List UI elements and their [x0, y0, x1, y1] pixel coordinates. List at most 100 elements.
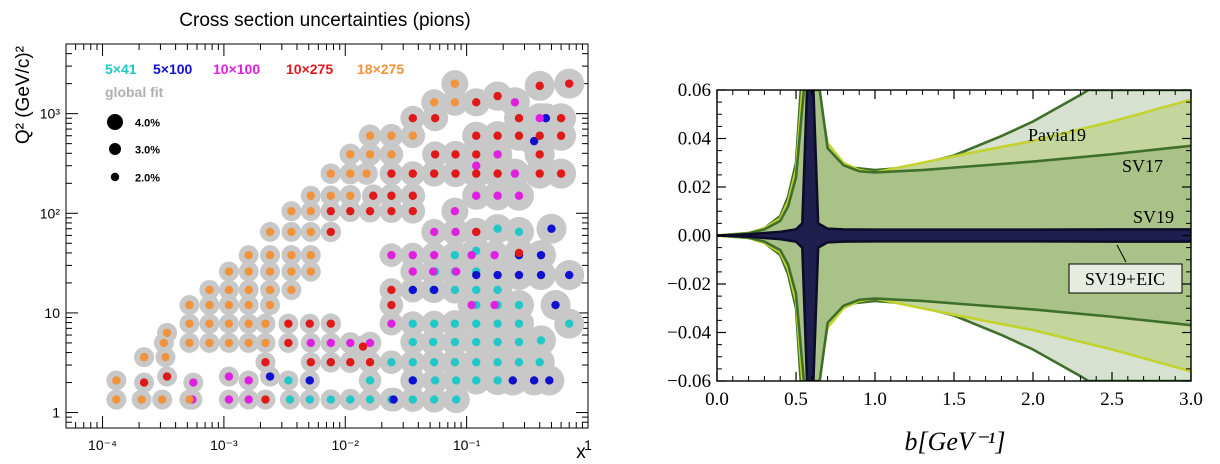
band-fill [717, 90, 1191, 381]
data-point [510, 169, 520, 178]
data-point [551, 300, 560, 310]
data-point [224, 372, 234, 381]
data-point [451, 227, 460, 237]
data-point [429, 169, 439, 178]
data-point [408, 285, 417, 295]
data-point [493, 285, 502, 295]
legend-size-marker [109, 143, 121, 155]
data-point [244, 376, 253, 385]
data-point [514, 248, 524, 258]
legend-entry: 5×100 [153, 61, 193, 77]
data-point [305, 319, 314, 328]
data-point [408, 191, 417, 200]
data-point [326, 358, 336, 367]
data-point [529, 136, 539, 146]
data-point [365, 150, 375, 159]
right-x-axis-label: b[GeV⁻¹] [905, 427, 1006, 456]
data-point [137, 395, 146, 404]
data-point [244, 338, 253, 348]
data-point [224, 319, 234, 328]
left-x-axis-label: x [576, 442, 586, 463]
data-point [556, 114, 566, 123]
x-tick-label: 1 [584, 437, 592, 453]
right-axis-ticks: 0.0 0.5 1.0 1.5 2.0 2.5 3.0 −0.06 −0.04 −0.02 0.00… [667, 80, 1203, 410]
data-point [224, 338, 234, 348]
x-tick-label: 3.0 [1179, 389, 1203, 410]
data-point [472, 319, 481, 328]
data-point [408, 206, 417, 216]
y-tick-label: −0.04 [667, 323, 711, 344]
legend-size-marker [107, 114, 123, 130]
data-point [306, 250, 315, 260]
data-point [451, 395, 461, 404]
y-tick-label: −0.06 [667, 371, 711, 392]
data-point [346, 169, 355, 178]
data-point [261, 319, 270, 328]
y-tick-label: 1 [52, 405, 60, 421]
data-point [326, 169, 336, 178]
data-point [287, 250, 296, 260]
x-tick-label: 0.0 [705, 389, 729, 410]
data-point [429, 250, 439, 260]
data-point [369, 191, 378, 200]
data-point [365, 376, 375, 385]
data-point [408, 267, 417, 276]
data-point [261, 338, 270, 348]
x-tick-label: 10⁻¹ [453, 437, 481, 453]
y-tick-label: 0.02 [678, 177, 711, 198]
data-point [408, 395, 417, 404]
data-point [326, 319, 336, 328]
data-point [472, 98, 481, 107]
data-point [244, 285, 253, 295]
data-point [493, 224, 502, 233]
data-point [346, 191, 355, 200]
data-point [387, 131, 396, 140]
left-chart: Cross section uncertainties (pions) 10⁻⁴… [13, 10, 592, 463]
data-point [493, 358, 502, 367]
data-point [451, 169, 460, 178]
data-point [450, 206, 460, 216]
data-point [265, 227, 275, 237]
data-point [514, 358, 524, 367]
data-point [265, 267, 275, 276]
data-point [224, 285, 234, 295]
data-point [408, 250, 417, 260]
data-point [408, 376, 417, 385]
data-point [467, 300, 476, 310]
data-point [224, 267, 234, 276]
data-point [159, 338, 169, 348]
data-point [161, 352, 170, 362]
right-chart: 0.0 0.5 1.0 1.5 2.0 2.5 3.0 −0.06 −0.04 −0.02 0.00… [667, 80, 1203, 456]
data-point [472, 270, 481, 280]
data-point [493, 319, 502, 328]
data-point [450, 358, 460, 367]
data-point [535, 358, 544, 367]
legend-entry: 10×100 [213, 61, 260, 77]
data-point [265, 372, 275, 381]
data-point [157, 395, 167, 404]
data-point [205, 338, 214, 348]
x-tick-label: 2.5 [1100, 389, 1124, 410]
y-tick-label: 0.00 [678, 226, 711, 247]
data-point [389, 395, 398, 404]
x-tick-label: 1.5 [942, 389, 966, 410]
data-point [205, 285, 214, 295]
data-point [430, 114, 440, 123]
data-point [428, 267, 438, 276]
data-point [547, 224, 556, 233]
data-point [472, 285, 481, 295]
legend-entry: 10×275 [286, 61, 333, 77]
data-point [535, 169, 544, 178]
band-lower-edge [717, 234, 1191, 381]
data-point [326, 338, 336, 348]
data-point [387, 250, 396, 260]
y-tick-label: 10 [44, 305, 60, 321]
y-tick-label: −0.02 [667, 274, 711, 295]
data-point [244, 267, 253, 276]
data-point [244, 300, 253, 310]
data-point [467, 250, 476, 260]
data-point [472, 169, 481, 178]
data-point [429, 227, 439, 237]
annotation-sv19: SV19 [1133, 207, 1174, 227]
data-point [472, 337, 481, 347]
